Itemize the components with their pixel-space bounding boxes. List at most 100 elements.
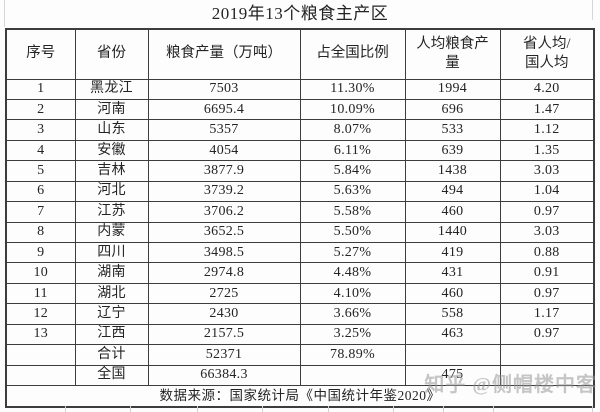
cell-production: 66384.3 (147, 364, 301, 387)
cell-seq: 6 (5, 180, 76, 203)
cell-seq: 2 (5, 98, 76, 121)
cell-ratio: 1.47 (499, 98, 595, 121)
cell-share: 4.48% (299, 262, 406, 284)
cell-seq: 4 (5, 139, 76, 162)
cell-province: 四川 (74, 241, 149, 264)
cell-seq: 1 (5, 78, 76, 100)
data-source-note: 数据来源：国家统计局《中国统计年鉴2020》 (5, 385, 595, 408)
summary-row-total: 合计 52371 78.89% (5, 344, 595, 366)
gridline-tick (130, 406, 131, 412)
table-row: 9 四川 3498.5 5.27% 419 0.88 (5, 241, 595, 264)
cell-per-capita: 463 (404, 323, 501, 346)
gridline-tick (393, 406, 394, 412)
column-header-seq: 序号 (5, 28, 76, 80)
cell-production: 3706.2 (147, 201, 301, 223)
cell-ratio (499, 344, 595, 366)
gridline-tick (443, 406, 444, 412)
table-row: 6 河北 3739.2 5.63% 494 1.04 (5, 180, 595, 203)
cell-production: 52371 (147, 344, 301, 366)
gridline-bottom-strip (0, 406, 600, 412)
cell-share: 3.25% (299, 323, 406, 346)
gridline-tick (65, 406, 66, 412)
cell-ratio: 1.17 (499, 303, 595, 325)
table-row: 3 山东 5357 8.07% 533 1.12 (5, 119, 595, 141)
column-header-production: 粮食产量（万吨） (147, 28, 301, 80)
cell-seq: 8 (5, 221, 76, 244)
cell-share: 5.84% (299, 160, 406, 182)
cell-per-capita: 475 (404, 364, 501, 387)
table-header-row: 序号 省份 粮食产量（万吨） 占全国比例 人均粮食产 量省人均/ 国人均 (5, 28, 595, 80)
table-row: 4 安徽 4054 6.11% 639 1.35 (5, 139, 595, 162)
cell-seq: 9 (5, 241, 76, 264)
cell-production: 2974.8 (147, 262, 301, 284)
cell-production: 6695.4 (147, 98, 301, 121)
cell-per-capita: 419 (404, 241, 501, 264)
cell-share: 3.66% (299, 303, 406, 325)
cell-province: 内蒙 (74, 221, 149, 244)
cell-share: 10.09% (299, 98, 406, 121)
cell-production: 3652.5 (147, 221, 301, 244)
cell-per-capita: 696 (404, 98, 501, 121)
gridline-tick (262, 406, 263, 412)
cell-seq: 10 (5, 262, 76, 284)
cell-production: 7503 (147, 78, 301, 100)
cell-ratio: 0.97 (499, 323, 595, 346)
cell-seq: 12 (5, 303, 76, 325)
cell-production: 2725 (147, 282, 301, 305)
gridline-tick (197, 406, 198, 412)
cell-share: 4.10% (299, 282, 406, 305)
cell-production: 3498.5 (147, 241, 301, 264)
cell-share: 11.30% (299, 78, 406, 100)
table-row: 7 江苏 3706.2 5.58% 460 0.97 (5, 201, 595, 223)
cell-seq: 7 (5, 201, 76, 223)
table-row: 13 江西 2157.5 3.25% 463 0.97 (5, 323, 595, 346)
grain-production-table: 序号 省份 粮食产量（万吨） 占全国比例 人均粮食产 量省人均/ 国人均 1 黑龙江 750… (5, 28, 595, 408)
column-header-ratio: 省人均/ 国人均 (499, 28, 595, 80)
cell-ratio (499, 364, 595, 387)
cell-per-capita (404, 344, 501, 366)
cell-ratio: 4.20 (499, 78, 595, 100)
cell-seq: 3 (5, 119, 76, 141)
cell-province: 山东 (74, 119, 149, 141)
table-row: 10 湖南 2974.8 4.48% 431 0.91 (5, 262, 595, 284)
cell-share: 6.11% (299, 139, 406, 162)
cell-ratio: 0.91 (499, 262, 595, 284)
column-header-province: 省份 (74, 28, 149, 80)
table-row: 8 内蒙 3652.5 5.50% 1440 3.03 (5, 221, 595, 244)
cell-per-capita: 558 (404, 303, 501, 325)
table-row: 12 辽宁 2430 3.66% 558 1.17 (5, 303, 595, 325)
cell-ratio: 1.35 (499, 139, 595, 162)
cell-province: 辽宁 (74, 303, 149, 325)
table-footer-row: 数据来源：国家统计局《中国统计年鉴2020》 (5, 385, 595, 408)
cell-share: 5.50% (299, 221, 406, 244)
cell-share: 78.89% (299, 344, 406, 366)
cell-per-capita: 533 (404, 119, 501, 141)
column-header-per-capita: 人均粮食产 量 (404, 28, 501, 80)
cell-seq: 13 (5, 323, 76, 346)
cell-province: 江西 (74, 323, 149, 346)
table-row: 1 黑龙江 7503 11.30% 1994 4.20 (5, 78, 595, 100)
table-title: 2019年13个粮食主产区 (211, 4, 389, 23)
gridline-top-right (592, 0, 593, 20)
table-row: 2 河南 6695.4 10.09% 696 1.47 (5, 98, 595, 121)
summary-row-national: 全国 66384.3 475 (5, 364, 595, 387)
cell-production: 3739.2 (147, 180, 301, 203)
gridline-tick (592, 406, 593, 412)
cell-production: 4054 (147, 139, 301, 162)
cell-seq: 5 (5, 160, 76, 182)
cell-per-capita: 494 (404, 180, 501, 203)
cell-production: 2157.5 (147, 323, 301, 346)
cell-production: 5357 (147, 119, 301, 141)
cell-province: 江苏 (74, 201, 149, 223)
cell-seq: 11 (5, 282, 76, 305)
cell-per-capita: 639 (404, 139, 501, 162)
cell-province: 湖北 (74, 282, 149, 305)
table-row: 11 湖北 2725 4.10% 460 0.97 (5, 282, 595, 305)
cell-province: 河北 (74, 180, 149, 203)
cell-ratio: 3.03 (499, 160, 595, 182)
cell-province: 吉林 (74, 160, 149, 182)
cell-province: 全国 (74, 364, 149, 387)
cell-seq (5, 364, 76, 387)
cell-province: 黑龙江 (74, 78, 149, 100)
